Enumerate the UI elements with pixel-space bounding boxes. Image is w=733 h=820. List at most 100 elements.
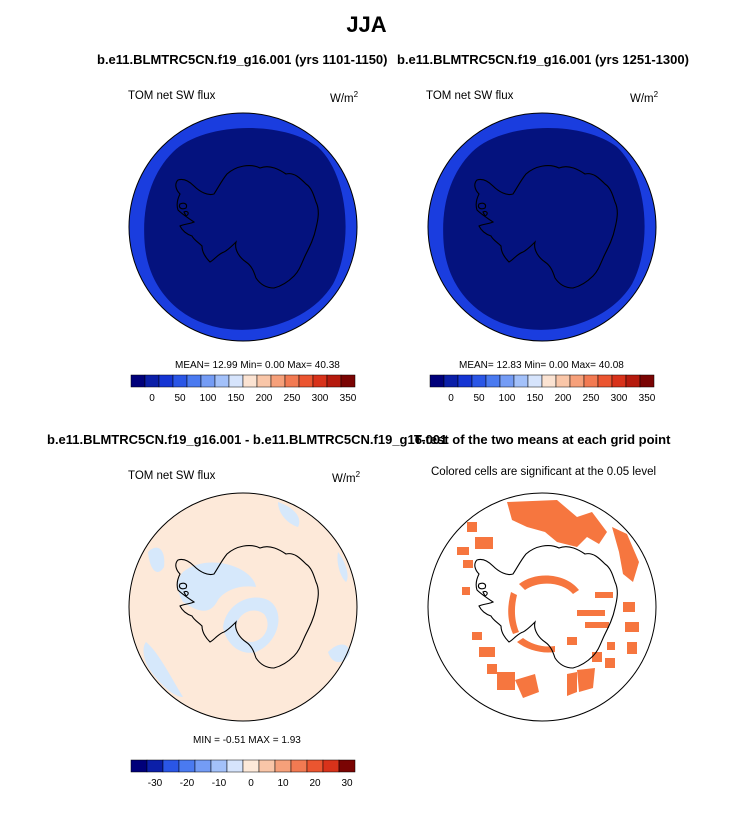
panel3-map xyxy=(128,492,358,722)
panel3-colorbar-tick-label: -10 xyxy=(212,778,227,789)
panel2-stats: MEAN= 12.83 Min= 0.00 Max= 40.08 xyxy=(459,360,624,371)
panel1-map xyxy=(128,112,358,342)
panel1-colorbar-tick-label: 250 xyxy=(284,393,301,404)
panel2-colorbar-swatch xyxy=(443,374,459,388)
panel2-colorbar-swatch xyxy=(611,374,627,388)
panel2-colorbar-tick-label: 100 xyxy=(499,393,516,404)
panel2-colorbar-tick-label: 150 xyxy=(527,393,544,404)
panel2-colorbar-swatch xyxy=(457,374,473,388)
panel3-antarctica-coastline xyxy=(175,545,319,669)
panel1-colorbar-tick-label: 100 xyxy=(200,393,217,404)
panel2-antarctica-coastline xyxy=(474,165,618,289)
panel2-colorbar-swatch xyxy=(541,374,557,388)
panel3-stats: MIN = -0.51 MAX = 1.93 xyxy=(193,735,301,746)
panel3-colorbar-swatch xyxy=(194,759,212,773)
panel1-title: b.e11.BLMTRC5CN.f19_g16.001 (yrs 1101-11… xyxy=(97,52,388,67)
panel3-colorbar-swatch xyxy=(306,759,324,773)
panel2-colorbar-swatch xyxy=(639,374,655,388)
panel2-colorbar: 0 50 100 150 200 250 300 350 xyxy=(429,374,656,404)
main-title: JJA xyxy=(346,12,387,37)
panel3-colorbar-swatch xyxy=(290,759,308,773)
panel1-colorbar-swatch xyxy=(214,374,230,388)
panel2-colorbar-swatch xyxy=(471,374,487,388)
panel2-colorbar-tick-label: 50 xyxy=(473,393,485,404)
panel1-colorbar-swatch xyxy=(326,374,342,388)
panel4-title: T-test of the two means at each grid poi… xyxy=(414,432,671,447)
panel1-colorbar-swatch xyxy=(186,374,202,388)
panel1-colorbar-swatch xyxy=(340,374,356,388)
panel2-colorbar-swatch xyxy=(429,374,445,388)
panel1-inner-ocean xyxy=(144,128,346,330)
panel3-colorbar-swatch xyxy=(130,759,148,773)
panel3-title: b.e11.BLMTRC5CN.f19_g16.001 - b.e11.BLMT… xyxy=(47,432,448,447)
panel3-colorbar: -30 -20 -10 0 10 20 30 xyxy=(130,759,356,789)
panel2-map xyxy=(427,112,657,342)
panel2-colorbar-swatch xyxy=(485,374,501,388)
panel1-colorbar-swatch xyxy=(172,374,188,388)
panel2-colorbar-tick-label: 200 xyxy=(555,393,572,404)
panel1-units: W/m2 xyxy=(330,90,359,105)
panel2-colorbar-swatch xyxy=(527,374,543,388)
panel2-colorbar-swatch xyxy=(597,374,613,388)
panel2-units: W/m2 xyxy=(630,90,659,105)
panel2-title: b.e11.BLMTRC5CN.f19_g16.001 (yrs 1251-13… xyxy=(397,52,689,67)
panel1-colorbar-tick-label: 150 xyxy=(228,393,245,404)
panel2-colorbar-swatch xyxy=(583,374,599,388)
panel3-negative-regions xyxy=(143,502,350,697)
panel1-colorbar-swatch xyxy=(242,374,258,388)
panel1-colorbar-swatch xyxy=(130,374,146,388)
panel2-colorbar-tick-label: 0 xyxy=(448,393,454,404)
panel2-colorbar-tick-label: 300 xyxy=(611,393,628,404)
panel3-variable-label: TOM net SW flux xyxy=(128,470,216,482)
panel3-colorbar-swatch xyxy=(242,759,260,773)
panel4-antarctica-coastline xyxy=(474,545,618,669)
panel1-colorbar-swatch xyxy=(228,374,244,388)
panel1-colorbar-tick-label: 50 xyxy=(174,393,186,404)
panel1-colorbar-swatch xyxy=(298,374,314,388)
panel1-colorbar-swatch xyxy=(270,374,286,388)
panel3-colorbar-tick-label: -20 xyxy=(180,778,195,789)
panel1-colorbar-swatch xyxy=(200,374,216,388)
panel2-colorbar-swatch xyxy=(499,374,515,388)
panel1-colorbar-swatch xyxy=(144,374,160,388)
panel1-stats: MEAN= 12.99 Min= 0.00 Max= 40.38 xyxy=(175,360,340,371)
panel3-colorbar-swatch xyxy=(162,759,180,773)
panel1-colorbar-swatch xyxy=(312,374,328,388)
panel1-colorbar-swatch xyxy=(158,374,174,388)
panel2-colorbar-swatch xyxy=(569,374,585,388)
panel1-colorbar-tick-label: 200 xyxy=(256,393,273,404)
panel1-colorbar: 0 50 100 150 200 250 300 350 xyxy=(130,374,357,404)
panel2-colorbar-swatch xyxy=(625,374,641,388)
panel4-significant-cells xyxy=(457,500,639,698)
panel3-colorbar-tick-label: 0 xyxy=(248,778,254,789)
panel1-colorbar-tick-label: 0 xyxy=(149,393,155,404)
panel2-colorbar-swatch xyxy=(555,374,571,388)
panel3-units: W/m2 xyxy=(332,470,361,485)
panel3-colorbar-tick-label: -30 xyxy=(148,778,163,789)
panel3-colorbar-swatch xyxy=(274,759,292,773)
panel3-colorbar-swatch xyxy=(226,759,244,773)
panel3-colorbar-swatch xyxy=(322,759,340,773)
panel1-colorbar-swatch xyxy=(284,374,300,388)
panel2-colorbar-tick-label: 350 xyxy=(639,393,656,404)
panel1-antarctica-coastline xyxy=(175,165,319,289)
panel1-colorbar-tick-label: 350 xyxy=(340,393,357,404)
panel2-colorbar-swatch xyxy=(513,374,529,388)
panel3-colorbar-swatch xyxy=(178,759,196,773)
panel1-colorbar-swatch xyxy=(256,374,272,388)
panel3-colorbar-tick-label: 20 xyxy=(309,778,321,789)
panel2-colorbar-tick-label: 250 xyxy=(583,393,600,404)
panel2-inner-ocean xyxy=(443,128,645,330)
panel3-colorbar-swatch xyxy=(338,759,356,773)
panel3-colorbar-tick-label: 10 xyxy=(277,778,289,789)
panel4-background xyxy=(428,493,656,721)
panel4-map xyxy=(427,492,657,722)
panel3-colorbar-tick-label: 30 xyxy=(341,778,353,789)
panel1-variable-label: TOM net SW flux xyxy=(128,90,216,102)
panel1-colorbar-tick-label: 300 xyxy=(312,393,329,404)
panel2-variable-label: TOM net SW flux xyxy=(426,90,514,102)
panel3-colorbar-swatch xyxy=(146,759,164,773)
panel4-subtitle: Colored cells are significant at the 0.0… xyxy=(431,466,657,478)
panel3-colorbar-swatch xyxy=(258,759,276,773)
panel3-colorbar-swatch xyxy=(210,759,228,773)
